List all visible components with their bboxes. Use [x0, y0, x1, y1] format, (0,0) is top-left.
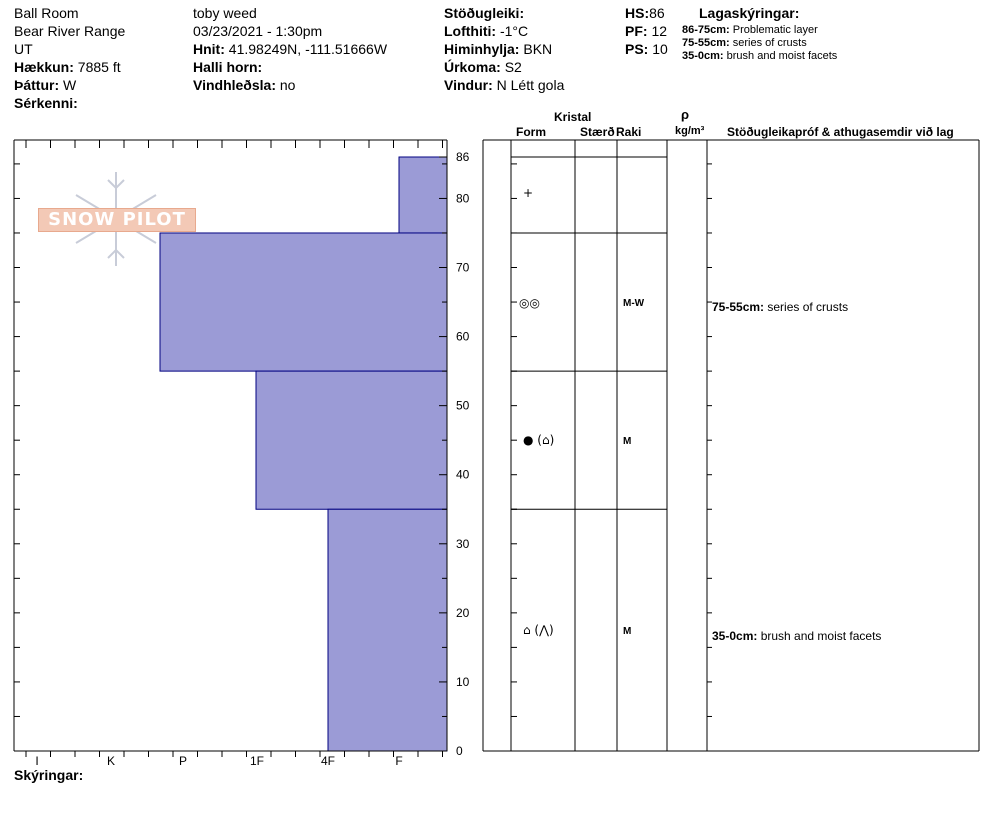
hardness-bar [398, 156, 448, 234]
features: Sérkenni: [14, 95, 78, 111]
depth-tick-label: 30 [456, 537, 470, 551]
hardness-label: P [179, 754, 187, 768]
depth-tick-label: 20 [456, 606, 470, 620]
depth-tick-label: 86 [456, 150, 470, 164]
hardness-label: K [107, 754, 115, 768]
depth-tick-label: 50 [456, 399, 470, 413]
hardness-label: 1F [250, 754, 264, 768]
layer-form: + [523, 186, 534, 200]
datetime: 03/23/2021 - 1:30pm [193, 23, 323, 39]
stability-comments-header: Stöðugleikapróf & athugasemdir við lag [727, 125, 954, 139]
layer-form: ⌂ (⋀) [523, 623, 554, 637]
layer-moisture: M [623, 436, 632, 447]
state: UT [14, 41, 33, 57]
aspect: Þáttur: W [14, 77, 77, 93]
elevation: Hækkun: 7885 ft [14, 59, 121, 75]
hardness-bar [327, 508, 448, 752]
layer-notes-title: Lagaskýringar: [699, 5, 800, 21]
hs-value: HS:86 [625, 5, 665, 21]
notes-label: Skýringar: [14, 767, 84, 783]
hardness-label: 4F [321, 754, 335, 768]
form-header: Form [516, 125, 546, 139]
depth-tick-label: 10 [456, 675, 470, 689]
hardness-label: F [395, 754, 402, 768]
density-unit-header: kg/m³ [675, 125, 705, 137]
hardness-bar [159, 232, 448, 372]
coordinates: Hnit: 41.98249N, -111.51666W [193, 41, 388, 57]
layer-comment: 75-55cm: series of crusts [712, 300, 849, 314]
depth-tick-label: 70 [456, 261, 470, 275]
precipitation: Úrkoma: S2 [444, 59, 522, 75]
layer-form: ● (⌂) [523, 433, 555, 447]
layer-form: ◎◎ [519, 296, 540, 310]
layer-note: 86-75cm: Problematic layer [682, 24, 818, 36]
rho-header: ρ [681, 107, 690, 122]
site-name: Ball Room [14, 5, 79, 21]
moisture-header: Raki [616, 125, 642, 139]
layer-comment: 35-0cm: brush and moist facets [712, 629, 882, 643]
snowpilot-logo: SNOW PILOT [38, 170, 198, 270]
crystal-header: Kristal [554, 110, 592, 124]
slope-angle: Halli horn: [193, 59, 263, 75]
observer: toby weed [193, 5, 257, 21]
ps-value: PS: 10 [625, 41, 668, 57]
wind: Vindur: N Létt gola [444, 77, 565, 93]
snowpilot-logo-text: SNOW PILOT [38, 208, 196, 232]
size-header: Stærð [580, 125, 615, 139]
range-name: Bear River Range [14, 23, 126, 39]
wind-loading: Vindhleðsla: no [193, 77, 296, 93]
depth-tick-label: 60 [456, 330, 470, 344]
layer-note: 75-55cm: series of crusts [682, 37, 807, 49]
air-temp: Lofthiti: -1°C [444, 23, 529, 39]
depth-tick-label: 80 [456, 191, 470, 205]
layer-moisture: M [623, 626, 632, 637]
layer-note: 35-0cm: brush and moist facets [682, 50, 838, 62]
pf-value: PF: 12 [625, 23, 668, 39]
depth-tick-label: 0 [456, 744, 463, 758]
depth-tick-label: 40 [456, 468, 470, 482]
layer-moisture: M-W [623, 298, 645, 309]
hardness-label: I [35, 754, 38, 768]
sky-cover: Himinhylja: BKN [444, 41, 553, 57]
stability: Stöðugleiki: [444, 5, 525, 21]
hardness-bar [255, 370, 448, 510]
